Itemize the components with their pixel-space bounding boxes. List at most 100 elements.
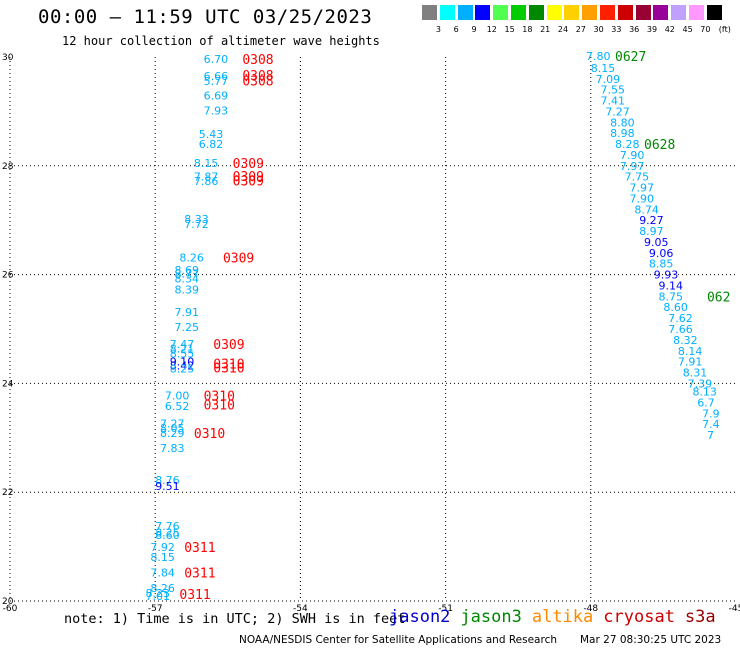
wave-height-label: 8.13 [692,386,717,399]
wave-height-label: 8.76 [155,474,180,487]
color-scale-label: 9 [471,25,477,34]
pass-time-label: 0311 [179,588,210,603]
wave-height-label: 8.25 [170,363,195,376]
color-swatch [457,5,473,20]
wave-height-label: 8.15 [591,62,616,75]
wave-height-label: 9.27 [639,214,664,227]
footer-note: note: 1) Time is in UTC; 2) SWH is in fe… [64,611,406,627]
color-scale-label: 6 [453,25,459,34]
wave-height-label: 7 [707,429,714,442]
color-swatch [689,5,704,20]
wave-height-label: 8.75 [659,290,684,303]
wave-height-label: 8.69 [175,264,200,277]
wave-height-label: 7.90 [630,192,655,205]
wave-height-label: 7.87 [194,171,219,184]
wave-height-label: 8.28 [615,138,640,151]
credit-line: NOAA/NESDIS Center for Satellite Applica… [239,634,557,646]
pass-time-label: 0309 [233,170,264,185]
color-scale-label: 42 [664,25,675,34]
wave-height-label: 6.7 [697,396,715,409]
wave-height-label: 7.47 [170,338,195,351]
color-scale-label: 21 [540,25,551,34]
wave-height-label: 7.97 [630,182,655,195]
color-swatch [706,5,722,20]
wave-height-label: 7.75 [625,171,650,184]
color-scale-label: 70 [700,25,711,34]
y-tick-label: 26 [2,271,14,281]
color-scale-label: 18 [522,25,533,34]
wave-height-label: 6.66 [204,70,229,83]
wave-height-label: 8.25 [155,526,180,539]
wave-height-label: 8.98 [610,127,635,140]
wave-height-label: 7.27 [160,418,185,431]
wave-height-label: 8.74 [634,203,659,216]
pass-time-label: 0628 [644,138,675,153]
wave-height-label: 7.41 [600,95,625,108]
wave-height-label: 8.21 [170,343,195,356]
mission-altika: altika [531,607,594,627]
wave-height-label: 8.55 [170,347,195,360]
x-tick-label: -48 [583,604,598,614]
pass-time-label: 062 [707,290,730,305]
wave-height-label: 7.72 [184,218,209,231]
wave-height-label: 8.23 [146,587,171,600]
y-tick-label: 30 [2,53,14,63]
color-scale-label: 24 [557,25,569,34]
wave-height-label: 7.27 [605,105,630,118]
wave-height-label: 7.84 [150,567,175,580]
wave-height-label: 7.83 [160,442,185,455]
color-scale-label: 33 [611,25,622,34]
wave-height-label: 7.91 [175,306,200,319]
wave-height-label: 5.77 [204,75,229,88]
wave-height-label: 8.77 [175,268,200,281]
mission-jason3: jason3 [460,607,522,627]
wave-height-label: 8.34 [175,272,200,285]
color-swatch [475,5,491,20]
wave-height-label: 7.39 [688,377,713,390]
wave-height-label: 6.52 [165,400,190,413]
mission-cryosat: cryosat [603,607,675,627]
wave-height-label: 7.91 [678,356,703,369]
wave-height-label: 9.06 [649,247,674,260]
color-swatch [635,5,651,20]
wave-height-label: 8.29 [160,427,185,440]
color-scale-label: 15 [504,25,515,34]
color-swatch [600,5,615,20]
wave-height-label: 7.62 [668,312,693,325]
pass-time-label: 0308 [242,53,273,68]
color-scale-label: 27 [575,25,586,34]
wave-height-label: 7.93 [204,104,229,117]
pass-time-label: 0309 [223,252,254,267]
pass-time-label: 0311 [184,541,215,556]
wave-height-label: 7.55 [600,84,625,97]
wave-height-label: 8.39 [175,283,200,296]
x-tick-label: -54 [293,604,308,614]
wave-height-label: 8.60 [663,301,688,314]
y-tick-label: 20 [2,597,14,607]
mission-s3a: s3a [684,607,716,627]
wave-height-label: 8.32 [673,334,698,347]
pass-time-label: 0308 [242,74,273,89]
wave-height-label: 9.14 [659,279,684,292]
time-labels: 0308030803080309030903090309030903100310… [179,50,730,603]
pass-time-label: 0308 [242,69,273,84]
mission-legend: jason2 jason3 altika cryosat s3a [389,607,726,627]
color-scale-label: 36 [629,25,640,34]
wave-height-label: 8.60 [155,529,180,542]
color-scale-label: 45 [682,25,693,34]
x-tick-label: -51 [438,604,453,614]
color-swatch [511,5,526,20]
wave-height-label: 9.93 [654,269,679,282]
pass-time-label: 0309 [233,174,264,189]
pass-time-label: 0310 [204,399,235,414]
tick-labels: -60 -57 -54 -51 -48 -45 20 22 24 26 28 30 [2,53,740,614]
pass-time-label: 0309 [213,338,244,353]
wave-height-label: 8.33 [184,213,209,226]
wave-height-label: 8.42 [170,359,195,372]
y-tick-label: 24 [2,379,14,389]
wave-height-label: 7.97 [620,160,645,173]
wave-height-label: 6.69 [204,90,229,103]
color-swatch [653,5,669,20]
pass-time-label: 0311 [184,567,215,582]
